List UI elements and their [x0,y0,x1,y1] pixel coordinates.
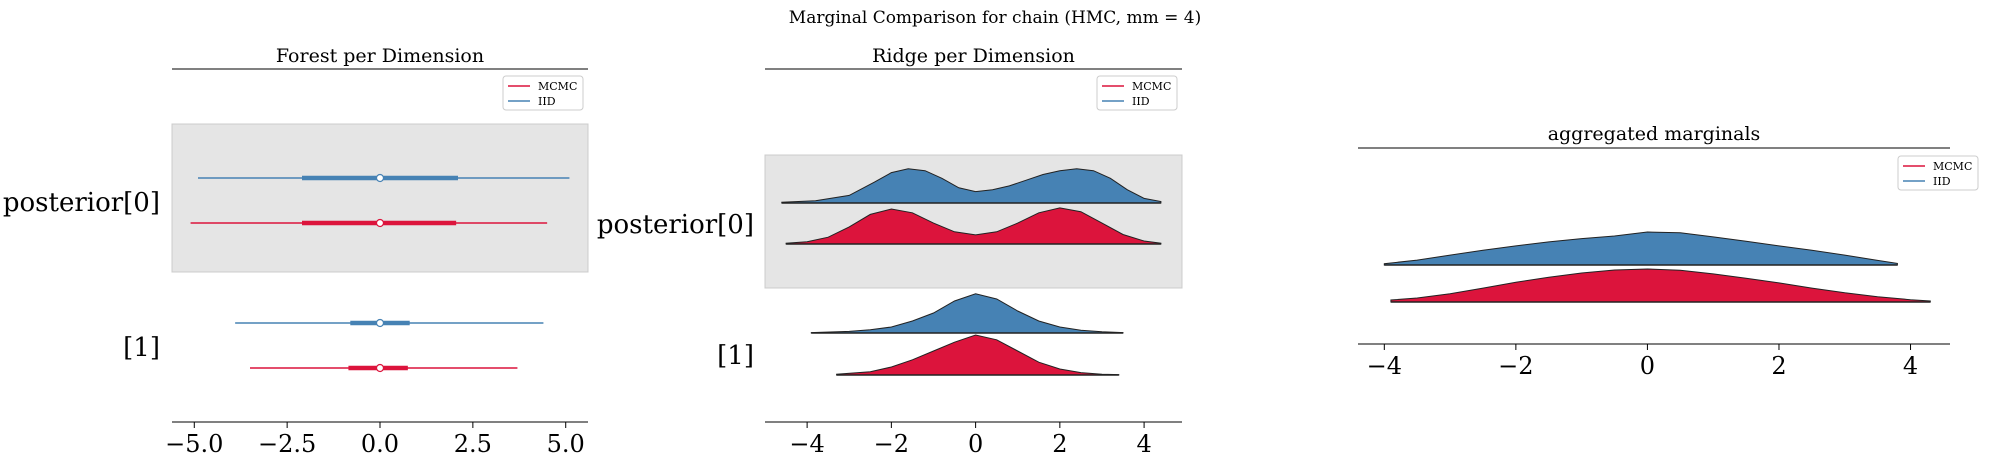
ridge-title: Ridge per Dimension [872,45,1075,67]
iid-density-ridge [781,168,1162,204]
x-tick-label: 0 [1640,352,1655,380]
x-tick-label: 0 [968,430,983,458]
aggregated-title: aggregated marginals [1548,123,1761,145]
mcmc-median-point [375,363,385,373]
iid-density-ridge [1383,231,1898,266]
x-tick-label: −2.5 [258,430,316,458]
ridge-x-ticks: −4 −2 0 2 4 [789,422,1152,458]
forest-ylabel-0: posterior[0] [3,188,160,218]
mcmc-density-ridge [1390,268,1931,303]
legend-label-iid: IID [1132,95,1150,108]
x-tick-label: −4 [1367,352,1402,380]
x-tick-label: −4 [789,430,824,458]
x-tick-label: −2 [1498,352,1533,380]
ridge-panel: Ridge per Dimension −4 −2 0 2 4 posterior[0]… [597,45,1183,458]
legend-label-iid: IID [538,95,556,108]
iid-density-ridge [810,293,1124,334]
aggregated-legend: MCMC IID [1897,155,1979,191]
ridge-legend: MCMC IID [1096,75,1178,111]
x-tick-label: 2.5 [454,430,492,458]
x-tick-label: −2 [874,430,909,458]
mcmc-median-point [375,218,385,228]
aggregated-marks [1383,231,1931,303]
ridge-marks [781,168,1162,376]
legend-label-mcmc: MCMC [538,80,577,93]
forest-panel: Forest per Dimension −5.0 −2.5 0.0 2.5 5.0 p… [3,45,589,458]
legend-label-iid: IID [1933,175,1951,188]
iid-median-point [375,318,385,328]
aggregated-x-ticks: −4 −2 0 2 4 [1367,344,1918,380]
legend-label-mcmc: MCMC [1933,160,1972,173]
forest-legend: MCMC IID [502,75,584,111]
x-tick-label: 4 [1903,352,1918,380]
forest-x-ticks: −5.0 −2.5 0.0 2.5 5.0 [165,422,585,458]
x-tick-label: 2 [1771,352,1786,380]
ridge-row-highlight [764,154,1183,289]
x-tick-label: −5.0 [165,430,223,458]
x-tick-label: 4 [1136,430,1151,458]
ridge-ylabel-0: posterior[0] [597,210,754,240]
aggregated-panel: aggregated marginals −4 −2 0 2 4 MCMC IID [1358,123,1979,380]
forest-row-highlight [171,123,589,273]
iid-median-point [375,173,385,183]
ridge-ylabel-1: [1] [717,341,754,371]
x-tick-label: 2 [1052,430,1067,458]
x-tick-label: 5.0 [547,430,585,458]
mcmc-density-ridge [785,207,1162,245]
legend-label-mcmc: MCMC [1132,80,1171,93]
forest-ylabel-1: [1] [123,333,160,363]
forest-marks [190,173,570,373]
figure-suptitle: Marginal Comparison for chain (HMC, mm =… [789,8,1201,28]
mcmc-density-ridge [836,334,1120,376]
x-tick-label: 0.0 [361,430,399,458]
forest-title: Forest per Dimension [276,45,484,67]
